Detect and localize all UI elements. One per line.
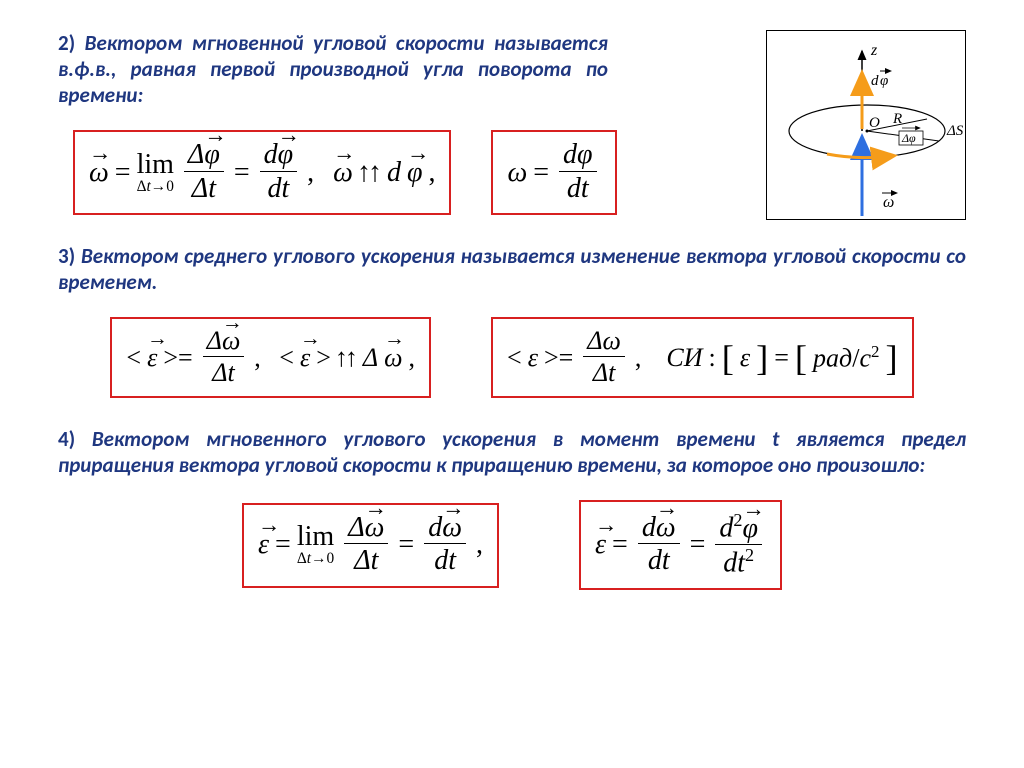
def2-text: Вектором мгновенной угловой скорости наз… bbox=[58, 30, 608, 108]
def4-number: 4) bbox=[58, 426, 75, 452]
si-label: СИ bbox=[666, 343, 702, 373]
formula-eps-avg-si: <ε>= ΔωΔt , СИ : [ε] = [рад/c2] bbox=[491, 317, 914, 398]
svg-text:φ: φ bbox=[880, 73, 888, 89]
def3-text: Вектором среднего углового ускорения наз… bbox=[58, 243, 966, 295]
def2-number: 2) bbox=[58, 30, 75, 56]
svg-text:z: z bbox=[870, 42, 878, 59]
formula-row-3: <ε>= ΔωΔt , <ε> ↑↑ Δω, <ε>= ΔωΔt , СИ : … bbox=[58, 317, 966, 398]
def4-text: Вектором мгновенного углового ускорения … bbox=[58, 426, 966, 478]
definition-3: 3) Вектором среднего углового ускорения … bbox=[58, 243, 966, 295]
svg-text:ω: ω bbox=[883, 194, 894, 211]
formula-row-4: ε = limΔt→0 ΔωΔt = dωdt , ε = dωdt = d2φ… bbox=[58, 500, 966, 590]
rotation-diagram-svg: z O R ΔS d φ Δφ ω bbox=[767, 31, 967, 221]
formula-eps-inst-vec: ε = limΔt→0 ΔωΔt = dωdt , bbox=[242, 503, 499, 588]
def3-number: 3) bbox=[58, 243, 75, 269]
definition-2: 2) Вектором мгновенной угловой скорости … bbox=[58, 30, 608, 108]
svg-text:ΔS: ΔS bbox=[946, 123, 964, 139]
formula-eps-inst-2nd: ε = dωdt = d2φdt2 bbox=[579, 500, 782, 590]
svg-text:R: R bbox=[892, 111, 902, 127]
svg-text:O: O bbox=[869, 115, 880, 131]
svg-text:Δφ: Δφ bbox=[901, 131, 916, 145]
svg-text:d: d bbox=[871, 73, 879, 89]
rad-label: рад bbox=[813, 344, 852, 373]
formula-omega-scalar: ω = dφdt bbox=[491, 130, 616, 215]
rotation-diagram: z O R ΔS d φ Δφ ω bbox=[766, 30, 966, 220]
formula-omega-vec: ω = limΔt→0 ΔφΔt = dφdt , ω ↑↑ dφ, bbox=[73, 130, 451, 215]
formula-eps-avg-vec: <ε>= ΔωΔt , <ε> ↑↑ Δω, bbox=[110, 317, 431, 398]
definition-4: 4) Вектором мгновенного углового ускорен… bbox=[58, 426, 966, 478]
